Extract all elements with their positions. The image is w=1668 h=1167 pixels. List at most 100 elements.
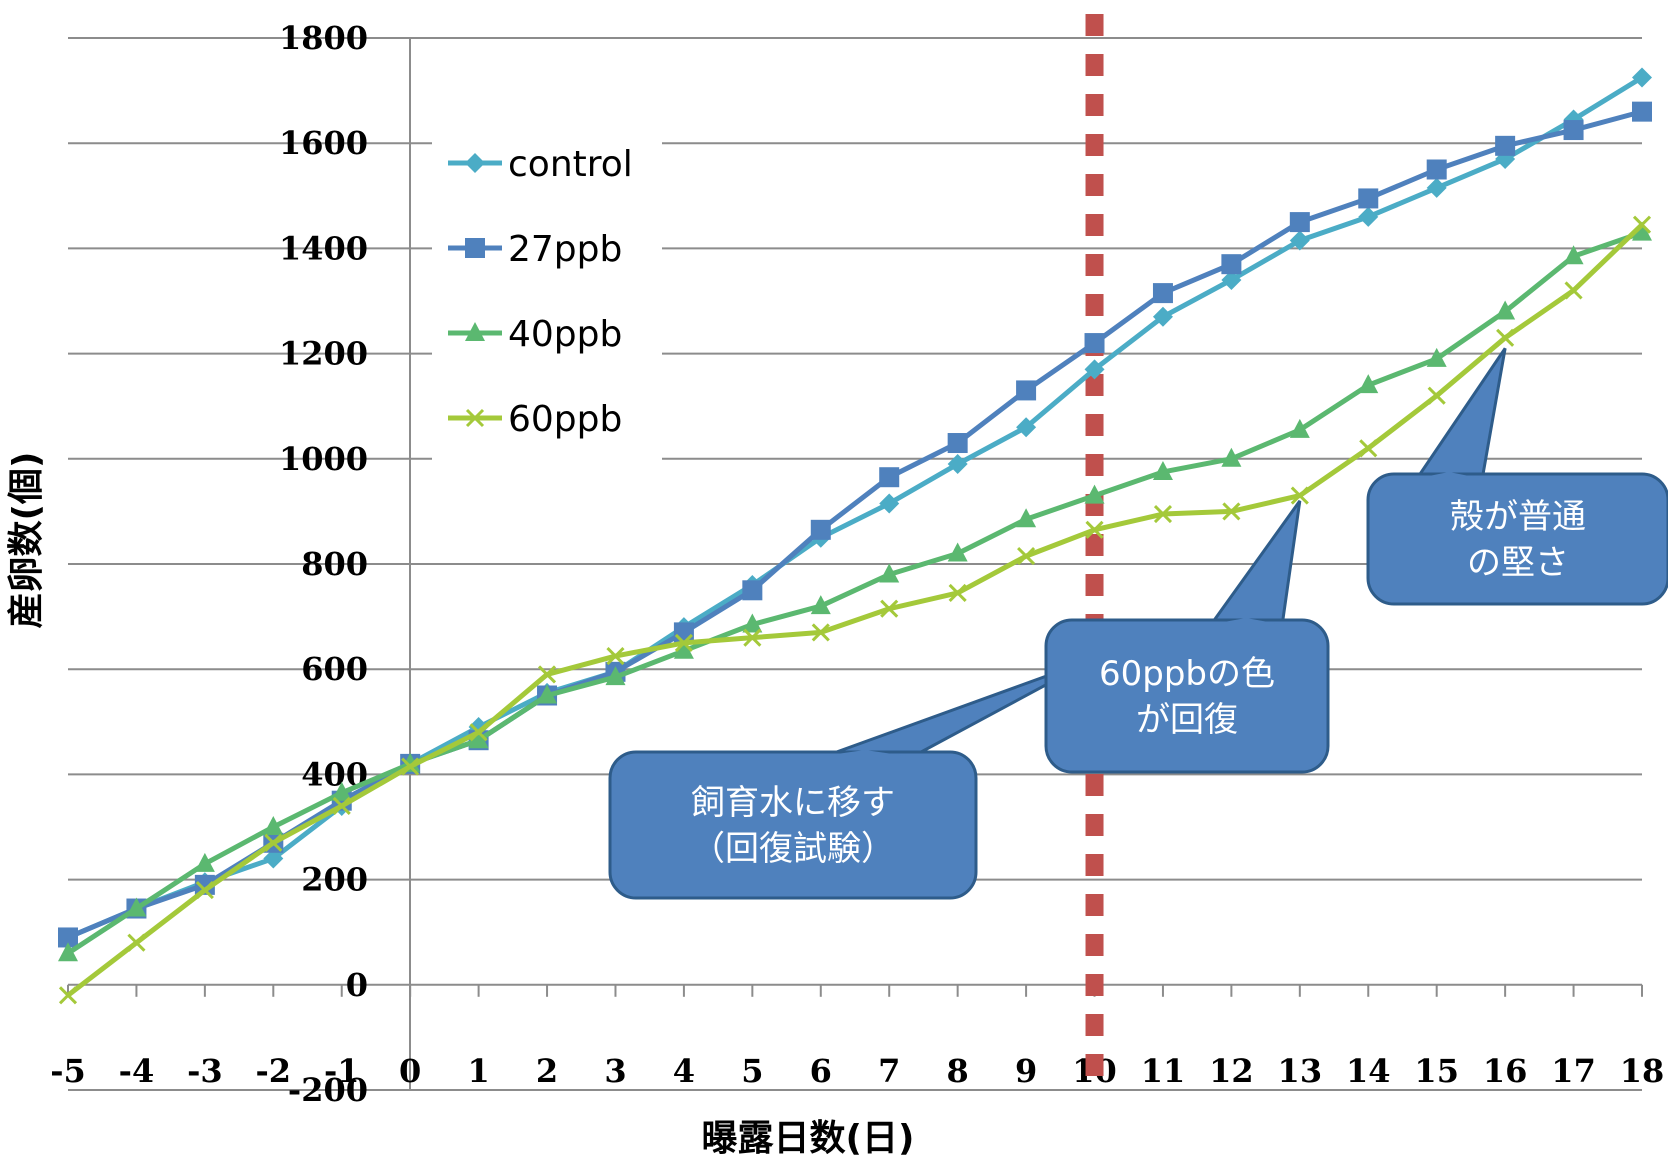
point-control-10 bbox=[1084, 359, 1105, 380]
x-tick-16: 16 bbox=[1483, 1052, 1528, 1090]
point-27ppb-13 bbox=[1289, 212, 1310, 233]
point-control-7 bbox=[879, 493, 900, 514]
point-60ppb--5 bbox=[58, 986, 78, 1005]
point-60ppb--3-b bbox=[195, 881, 214, 900]
point-60ppb-17 bbox=[1564, 281, 1583, 300]
point-60ppb-16-b bbox=[1496, 328, 1515, 347]
callout-join-1 bbox=[823, 750, 907, 756]
point-60ppb-14 bbox=[1359, 439, 1378, 458]
point-60ppb-2 bbox=[537, 665, 557, 684]
point-40ppb-10 bbox=[1084, 484, 1105, 504]
callout-text-2-line-1: 60ppbの色 bbox=[1099, 654, 1275, 694]
point-27ppb-10 bbox=[1084, 333, 1105, 354]
x-tick-5: 5 bbox=[741, 1052, 763, 1090]
point-40ppb--2 bbox=[263, 816, 284, 835]
legend-entry-40ppb: 40ppb bbox=[448, 314, 622, 355]
callout-join-2 bbox=[1213, 618, 1279, 624]
x-tick--2: -2 bbox=[256, 1052, 292, 1090]
point-60ppb--1 bbox=[332, 796, 351, 816]
point-60ppb-0-b bbox=[401, 757, 420, 776]
legend-label-control: control bbox=[508, 144, 633, 185]
point-27ppb--5 bbox=[58, 927, 78, 948]
legend-label-60ppb: 60ppb bbox=[508, 399, 622, 440]
point-control-13 bbox=[1289, 230, 1310, 251]
point-27ppb-8 bbox=[947, 433, 968, 454]
legend-swatch-marker-control bbox=[465, 153, 485, 173]
point-60ppb-12-b bbox=[1222, 502, 1241, 521]
point-60ppb--5-b bbox=[58, 986, 78, 1005]
x-tick--3: -3 bbox=[187, 1052, 223, 1090]
x-tick-4: 4 bbox=[673, 1052, 695, 1090]
x-tick-17: 17 bbox=[1551, 1052, 1596, 1090]
point-40ppb-11 bbox=[1152, 460, 1173, 480]
y-tick-1200: 1200 bbox=[279, 335, 368, 373]
x-tick-0: 0 bbox=[399, 1052, 421, 1090]
point-40ppb-13 bbox=[1289, 418, 1310, 438]
point-60ppb-0 bbox=[401, 757, 420, 776]
point-40ppb-1 bbox=[468, 729, 489, 749]
point-60ppb--4-b bbox=[127, 933, 146, 952]
callout-join-3 bbox=[1419, 472, 1479, 478]
point-60ppb-10 bbox=[1085, 520, 1104, 539]
point-60ppb-15 bbox=[1427, 386, 1446, 405]
point-60ppb-17-b bbox=[1564, 281, 1583, 300]
y-tick-1800: 1800 bbox=[279, 19, 368, 57]
point-60ppb-9 bbox=[1017, 547, 1036, 566]
x-tick-15: 15 bbox=[1414, 1052, 1459, 1090]
point-control-8 bbox=[947, 454, 968, 475]
point-27ppb-4 bbox=[673, 622, 694, 643]
legend-label-27ppb: 27ppb bbox=[508, 229, 622, 270]
point-60ppb-7-b bbox=[880, 599, 899, 618]
point-60ppb-18 bbox=[1632, 215, 1652, 234]
legend: control 27ppb 40ppb 60ppb bbox=[432, 128, 662, 463]
point-27ppb--3 bbox=[194, 874, 215, 895]
series-line-40ppb bbox=[66, 230, 1643, 956]
point-control-18 bbox=[1632, 67, 1652, 88]
point-40ppb-8 bbox=[947, 542, 968, 562]
point-60ppb--3 bbox=[195, 881, 214, 900]
grid-lines bbox=[68, 37, 1642, 1091]
x-tick--1: -1 bbox=[324, 1052, 360, 1090]
y-tick-1600: 1600 bbox=[279, 124, 368, 162]
point-60ppb-7 bbox=[880, 599, 899, 618]
point-40ppb--5 bbox=[58, 942, 78, 962]
legend-label-40ppb: 40ppb bbox=[508, 314, 622, 355]
y-tick-600: 600 bbox=[301, 650, 368, 688]
callout-box-1 bbox=[608, 750, 978, 900]
x-tick-7: 7 bbox=[878, 1052, 900, 1090]
point-40ppb-17 bbox=[1563, 245, 1584, 265]
point-control-9 bbox=[1016, 417, 1037, 438]
series-40ppb bbox=[58, 221, 1652, 962]
point-27ppb-12 bbox=[1221, 254, 1242, 275]
y-tick-1400: 1400 bbox=[279, 229, 368, 267]
point-40ppb-5 bbox=[742, 613, 763, 633]
x-axis-title: 曝露日数(日) bbox=[702, 1118, 915, 1159]
x-tick--5: -5 bbox=[50, 1052, 86, 1090]
callout-1: 飼育水に移す （回復試験） bbox=[608, 657, 1096, 900]
point-40ppb-15 bbox=[1426, 347, 1447, 367]
point-60ppb-3-b bbox=[606, 646, 625, 666]
point-27ppb-9 bbox=[1016, 380, 1037, 401]
point-60ppb-11-b bbox=[1153, 504, 1173, 524]
point-40ppb-6 bbox=[810, 595, 831, 615]
point-60ppb-15-b bbox=[1427, 386, 1446, 405]
x-tick-3: 3 bbox=[604, 1052, 626, 1090]
point-60ppb-4-b bbox=[674, 633, 693, 652]
point-control--2 bbox=[263, 848, 284, 869]
legend-swatch-marker-40ppb bbox=[465, 322, 485, 341]
point-27ppb-16 bbox=[1495, 135, 1516, 156]
point-60ppb-18-b bbox=[1632, 215, 1652, 234]
x-tick-8: 8 bbox=[947, 1052, 969, 1090]
callout-text-1-line-1: 飼育水に移す bbox=[691, 783, 895, 823]
x-tick-14: 14 bbox=[1346, 1052, 1391, 1090]
point-60ppb-16 bbox=[1496, 328, 1515, 347]
series-60ppb bbox=[58, 215, 1652, 1005]
point-60ppb-1 bbox=[469, 723, 488, 742]
y-tick-800: 800 bbox=[301, 545, 368, 583]
legend-entry-27ppb: 27ppb bbox=[448, 229, 622, 270]
legend-entry-60ppb: 60ppb bbox=[448, 399, 622, 440]
point-60ppb--2-b bbox=[264, 833, 283, 852]
point-60ppb-8-b bbox=[948, 583, 967, 602]
point-60ppb--4 bbox=[127, 933, 146, 952]
